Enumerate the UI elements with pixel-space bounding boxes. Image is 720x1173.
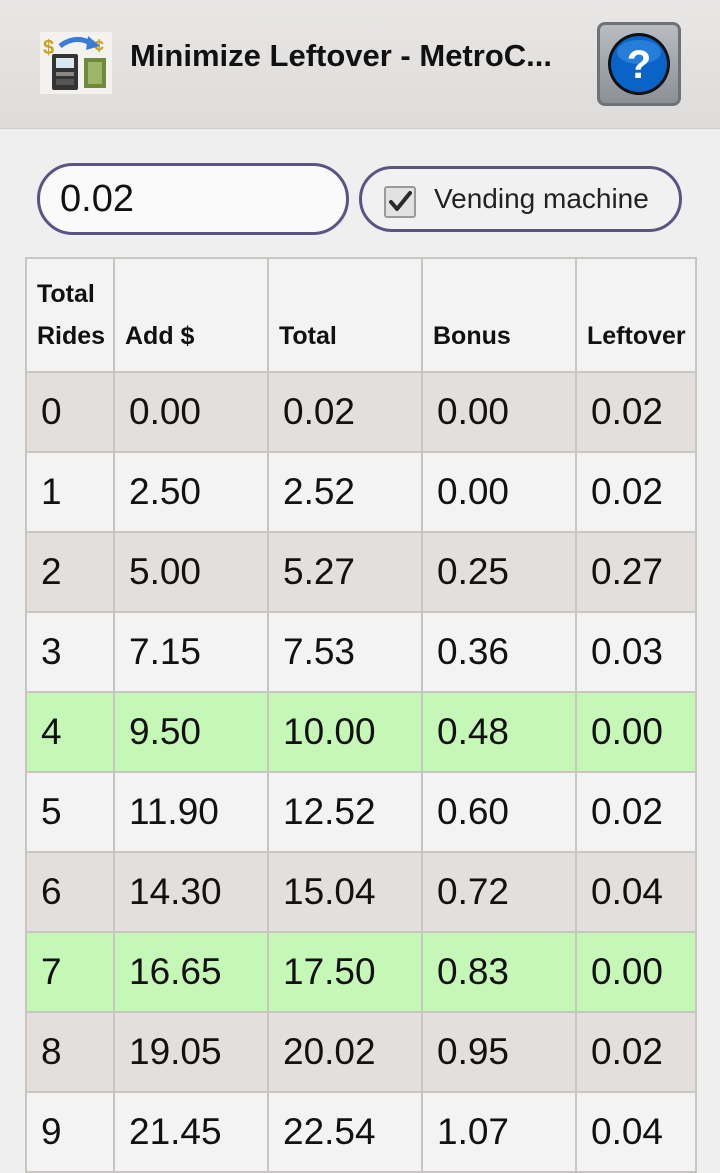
- cell-leftover: 0.04: [575, 1091, 697, 1173]
- cell-bonus: 1.07: [421, 1091, 577, 1173]
- table-row[interactable]: 2 5.00 5.27 0.25 0.27: [25, 531, 697, 613]
- app-title: Minimize Leftover - MetroC...: [130, 38, 552, 73]
- cell-add: 21.45: [113, 1091, 269, 1173]
- vending-machine-label: Vending machine: [434, 183, 649, 214]
- vending-machine-checkbox[interactable]: [384, 186, 416, 218]
- cell-total-rides: 6: [25, 851, 115, 933]
- cell-leftover: 0.02: [575, 1011, 697, 1093]
- svg-text:?: ?: [627, 43, 651, 87]
- amount-input[interactable]: [37, 163, 349, 235]
- cell-total-rides: 8: [25, 1011, 115, 1093]
- cell-leftover: 0.00: [575, 931, 697, 1013]
- header-total-rides: Total Rides: [25, 257, 115, 373]
- table-row[interactable]: 8 19.05 20.02 0.95 0.02: [25, 1011, 697, 1093]
- table-row[interactable]: 5 11.90 12.52 0.60 0.02: [25, 771, 697, 853]
- table-row[interactable]: 7 16.65 17.50 0.83 0.00: [25, 931, 697, 1013]
- cell-total-rides: 4: [25, 691, 115, 773]
- cell-add: 2.50: [113, 451, 269, 533]
- cell-total-rides: 1: [25, 451, 115, 533]
- cell-total-rides: 3: [25, 611, 115, 693]
- header-bonus: Bonus: [421, 257, 577, 373]
- cell-leftover: 0.02: [575, 371, 697, 453]
- cell-add: 9.50: [113, 691, 269, 773]
- cell-total: 12.52: [267, 771, 423, 853]
- cell-leftover: 0.02: [575, 771, 697, 853]
- table-row[interactable]: 0 0.00 0.02 0.00 0.02: [25, 371, 697, 453]
- cell-leftover: 0.04: [575, 851, 697, 933]
- header-leftover: Leftover: [575, 257, 697, 373]
- check-icon: [389, 191, 412, 211]
- cell-leftover: 0.27: [575, 531, 697, 613]
- table-row[interactable]: 1 2.50 2.52 0.00 0.02: [25, 451, 697, 533]
- cell-leftover: 0.00: [575, 691, 697, 773]
- cell-total: 17.50: [267, 931, 423, 1013]
- vending-machine-toggle[interactable]: Vending machine: [359, 166, 682, 232]
- table-row[interactable]: 4 9.50 10.00 0.48 0.00: [25, 691, 697, 773]
- cell-total: 20.02: [267, 1011, 423, 1093]
- header-add: Add $: [113, 257, 269, 373]
- cell-total: 22.54: [267, 1091, 423, 1173]
- table-row[interactable]: 3 7.15 7.53 0.36 0.03: [25, 611, 697, 693]
- help-button[interactable]: ?: [597, 22, 681, 106]
- cell-bonus: 0.83: [421, 931, 577, 1013]
- cell-add: 11.90: [113, 771, 269, 853]
- help-icon: ?: [608, 33, 670, 95]
- svg-text:$: $: [43, 37, 54, 59]
- cell-add: 0.00: [113, 371, 269, 453]
- cell-add: 14.30: [113, 851, 269, 933]
- cell-total-rides: 0: [25, 371, 115, 453]
- cell-bonus: 0.00: [421, 371, 577, 453]
- app-icon: $ ¢: [40, 32, 112, 94]
- cell-total-rides: 5: [25, 771, 115, 853]
- cell-add: 7.15: [113, 611, 269, 693]
- cell-leftover: 0.02: [575, 451, 697, 533]
- cell-total-rides: 2: [25, 531, 115, 613]
- table-row[interactable]: 6 14.30 15.04 0.72 0.04: [25, 851, 697, 933]
- cell-add: 16.65: [113, 931, 269, 1013]
- cell-bonus: 0.00: [421, 451, 577, 533]
- cell-add: 5.00: [113, 531, 269, 613]
- cell-total: 5.27: [267, 531, 423, 613]
- cell-total: 0.02: [267, 371, 423, 453]
- cell-bonus: 0.95: [421, 1011, 577, 1093]
- table-header-row: Total Rides Add $ Total Bonus Leftover: [25, 257, 697, 373]
- cell-bonus: 0.48: [421, 691, 577, 773]
- cell-total: 10.00: [267, 691, 423, 773]
- header-total: Total: [267, 257, 423, 373]
- cell-bonus: 0.36: [421, 611, 577, 693]
- cell-total-rides: 7: [25, 931, 115, 1013]
- table-row[interactable]: 9 21.45 22.54 1.07 0.04: [25, 1091, 697, 1173]
- cell-bonus: 0.72: [421, 851, 577, 933]
- cell-add: 19.05: [113, 1011, 269, 1093]
- cell-total: 7.53: [267, 611, 423, 693]
- cell-total: 15.04: [267, 851, 423, 933]
- cell-total: 2.52: [267, 451, 423, 533]
- cell-bonus: 0.25: [421, 531, 577, 613]
- cell-leftover: 0.03: [575, 611, 697, 693]
- cell-total-rides: 9: [25, 1091, 115, 1173]
- action-bar: $ ¢ Minimize Leftover - MetroC... ?: [0, 0, 720, 129]
- cell-bonus: 0.60: [421, 771, 577, 853]
